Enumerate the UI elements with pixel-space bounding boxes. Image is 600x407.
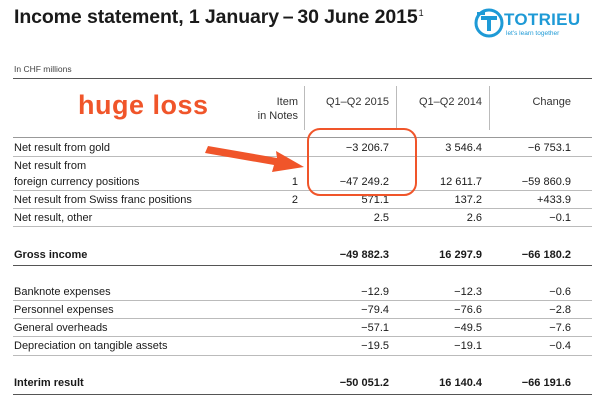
cell-change: −0.6 bbox=[549, 286, 571, 298]
title-footnote: 1 bbox=[418, 7, 424, 18]
row-rule bbox=[13, 355, 592, 356]
header-separator-3 bbox=[489, 86, 490, 130]
cell-2014: 137.2 bbox=[454, 194, 482, 206]
tt-logo-icon bbox=[474, 8, 504, 38]
annotation-arrow bbox=[205, 146, 304, 172]
cell-2015: −47 249.2 bbox=[339, 176, 389, 188]
header-q1q2-2015: Q1–Q2 2015 bbox=[326, 96, 389, 108]
cell-change: −0.1 bbox=[549, 212, 571, 224]
logo-tagline: let's learn together bbox=[506, 30, 560, 37]
cell-2015: −3 206.7 bbox=[345, 142, 389, 154]
row-label: Personnel expenses bbox=[14, 304, 114, 316]
cell-2014: 2.6 bbox=[466, 212, 482, 224]
gross-income-rule bbox=[13, 265, 592, 266]
logo-name: TOTRIEU bbox=[504, 10, 581, 29]
row-label-line2: foreign currency positions bbox=[14, 176, 140, 188]
header-change: Change bbox=[532, 96, 571, 108]
row-rule bbox=[13, 208, 592, 209]
header-item-in-notes: Item in Notes bbox=[230, 95, 298, 123]
header-separator-1 bbox=[304, 86, 305, 130]
cell-2014: 16 297.9 bbox=[439, 249, 482, 261]
cell-change: −6 753.1 bbox=[527, 142, 571, 154]
annotation-huge-loss: huge loss bbox=[78, 90, 209, 120]
row-rule bbox=[13, 318, 592, 319]
header-q1q2-2014: Q1–Q2 2014 bbox=[419, 96, 482, 108]
cell-2015: −79.4 bbox=[361, 304, 389, 316]
cell-note: 2 bbox=[291, 194, 298, 206]
cell-2015: 571.1 bbox=[361, 194, 389, 206]
row-label: Depreciation on tangible assets bbox=[14, 340, 168, 352]
cell-2015: −50 051.2 bbox=[339, 377, 389, 389]
cell-2015: −57.1 bbox=[361, 322, 389, 334]
header-notes-line2: in Notes bbox=[257, 110, 298, 122]
unit-note: In CHF millions bbox=[14, 64, 72, 74]
cell-2014: 3 546.4 bbox=[445, 142, 482, 154]
row-rule bbox=[13, 226, 592, 227]
row-label: Net result from bbox=[14, 160, 87, 172]
document-title-text: Income statement, 1 January – 30 June 20… bbox=[14, 6, 418, 28]
cell-2014: 12 611.7 bbox=[439, 176, 482, 188]
cell-change: −7.6 bbox=[549, 322, 571, 334]
cell-change: −2.8 bbox=[549, 304, 571, 316]
cell-2014: −12.3 bbox=[454, 286, 482, 298]
cell-2015: −12.9 bbox=[361, 286, 389, 298]
row-label: Net result from Swiss franc positions bbox=[14, 194, 192, 206]
cell-2014: −49.5 bbox=[454, 322, 482, 334]
row-label-interim-result: Interim result bbox=[14, 377, 84, 389]
cell-change: −59 860.9 bbox=[521, 176, 571, 188]
row-rule bbox=[13, 336, 592, 337]
row-label: Net result from gold bbox=[14, 142, 110, 154]
row-label-gross-income: Gross income bbox=[14, 249, 88, 261]
cell-2014: −76.6 bbox=[454, 304, 482, 316]
cell-change: +433.9 bbox=[537, 194, 571, 206]
cell-change: −66 180.2 bbox=[521, 249, 571, 261]
cell-change: −66 191.6 bbox=[521, 377, 571, 389]
header-notes-line1: Item bbox=[276, 96, 298, 108]
top-rule bbox=[13, 78, 592, 79]
bottom-rule bbox=[13, 394, 592, 395]
row-label: Net result, other bbox=[14, 212, 93, 224]
cell-2015: −49 882.3 bbox=[339, 249, 389, 261]
row-label: General overheads bbox=[14, 322, 108, 334]
cell-2014: −19.1 bbox=[454, 340, 482, 352]
row-label: Banknote expenses bbox=[14, 286, 111, 298]
row-rule bbox=[13, 300, 592, 301]
cell-note: 1 bbox=[291, 176, 298, 188]
row-rule bbox=[13, 156, 592, 157]
totrieu-logo[interactable]: TOTRIEU let's learn together bbox=[474, 6, 596, 42]
cell-change: −0.4 bbox=[549, 340, 571, 352]
header-rule bbox=[13, 137, 592, 138]
cell-2015: −19.5 bbox=[361, 340, 389, 352]
cell-2014: 16 140.4 bbox=[439, 377, 482, 389]
row-rule bbox=[13, 190, 592, 191]
document-title: Income statement, 1 January – 30 June 20… bbox=[14, 6, 424, 29]
header-separator-2 bbox=[396, 86, 397, 130]
cell-2015: 2.5 bbox=[373, 212, 389, 224]
